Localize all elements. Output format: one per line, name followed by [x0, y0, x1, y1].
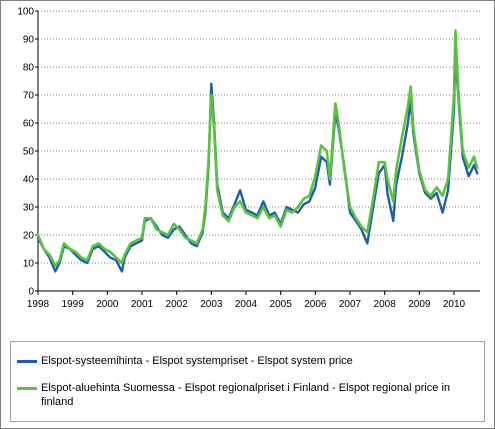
x-tick-label-2001: 2001 — [131, 299, 154, 310]
y-tick-label-60: 60 — [23, 119, 35, 130]
x-tick-label-2005: 2005 — [270, 299, 293, 310]
y-tick-label-40: 40 — [23, 175, 35, 186]
axes — [35, 10, 480, 295]
y-tick-label-30: 30 — [23, 203, 35, 214]
legend-label-regional-price: Elspot-aluehinta Suomessa - Elspot regio… — [41, 382, 451, 408]
y-tick-labels: 0 10 20 30 40 50 60 70 80 90 100 — [17, 7, 34, 298]
legend: Elspot-systeemihinta - Elspot systempris… — [10, 341, 485, 422]
x-tick-label-2009: 2009 — [408, 299, 431, 310]
x-tick-label-1998: 1998 — [27, 299, 50, 310]
x-tick-label-2000: 2000 — [96, 299, 119, 310]
x-tick-label-2008: 2008 — [374, 299, 397, 310]
legend-swatch-system-price — [17, 360, 37, 363]
x-tick-label-2003: 2003 — [200, 299, 223, 310]
series-line-regional-price — [36, 29, 479, 268]
x-tick-label-2007: 2007 — [339, 299, 362, 310]
legend-item-regional-price: Elspot-aluehinta Suomessa - Elspot regio… — [17, 381, 481, 409]
y-tick-label-90: 90 — [23, 35, 35, 46]
y-tick-label-100: 100 — [17, 7, 34, 18]
y-tick-label-0: 0 — [28, 287, 34, 298]
legend-swatch-regional-price — [17, 387, 37, 390]
y-tick-label-70: 70 — [23, 91, 35, 102]
x-tick-label-2010: 2010 — [443, 299, 466, 310]
x-tick-label-2004: 2004 — [235, 299, 258, 310]
x-tick-label-2002: 2002 — [166, 299, 189, 310]
y-tick-label-80: 80 — [23, 63, 35, 74]
x-tick-label-1999: 1999 — [62, 299, 85, 310]
y-tick-label-50: 50 — [23, 147, 35, 158]
y-tick-label-10: 10 — [23, 259, 35, 270]
series-line-system-price — [36, 51, 479, 273]
x-tick-label-2006: 2006 — [304, 299, 327, 310]
line-chart: 0 10 20 30 40 50 60 70 80 90 100 1998 1999 2000 2001 2… — [17, 7, 480, 310]
y-tick-label-20: 20 — [23, 231, 35, 242]
legend-item-system-price: Elspot-systeemihinta - Elspot systempris… — [17, 354, 481, 368]
x-tick-labels: 1998 1999 2000 2001 2002 2003 2004 2005 2006 2007… — [27, 299, 466, 310]
series-lines — [36, 29, 479, 273]
legend-label-system-price: Elspot-systeemihinta - Elspot systempris… — [41, 355, 353, 367]
